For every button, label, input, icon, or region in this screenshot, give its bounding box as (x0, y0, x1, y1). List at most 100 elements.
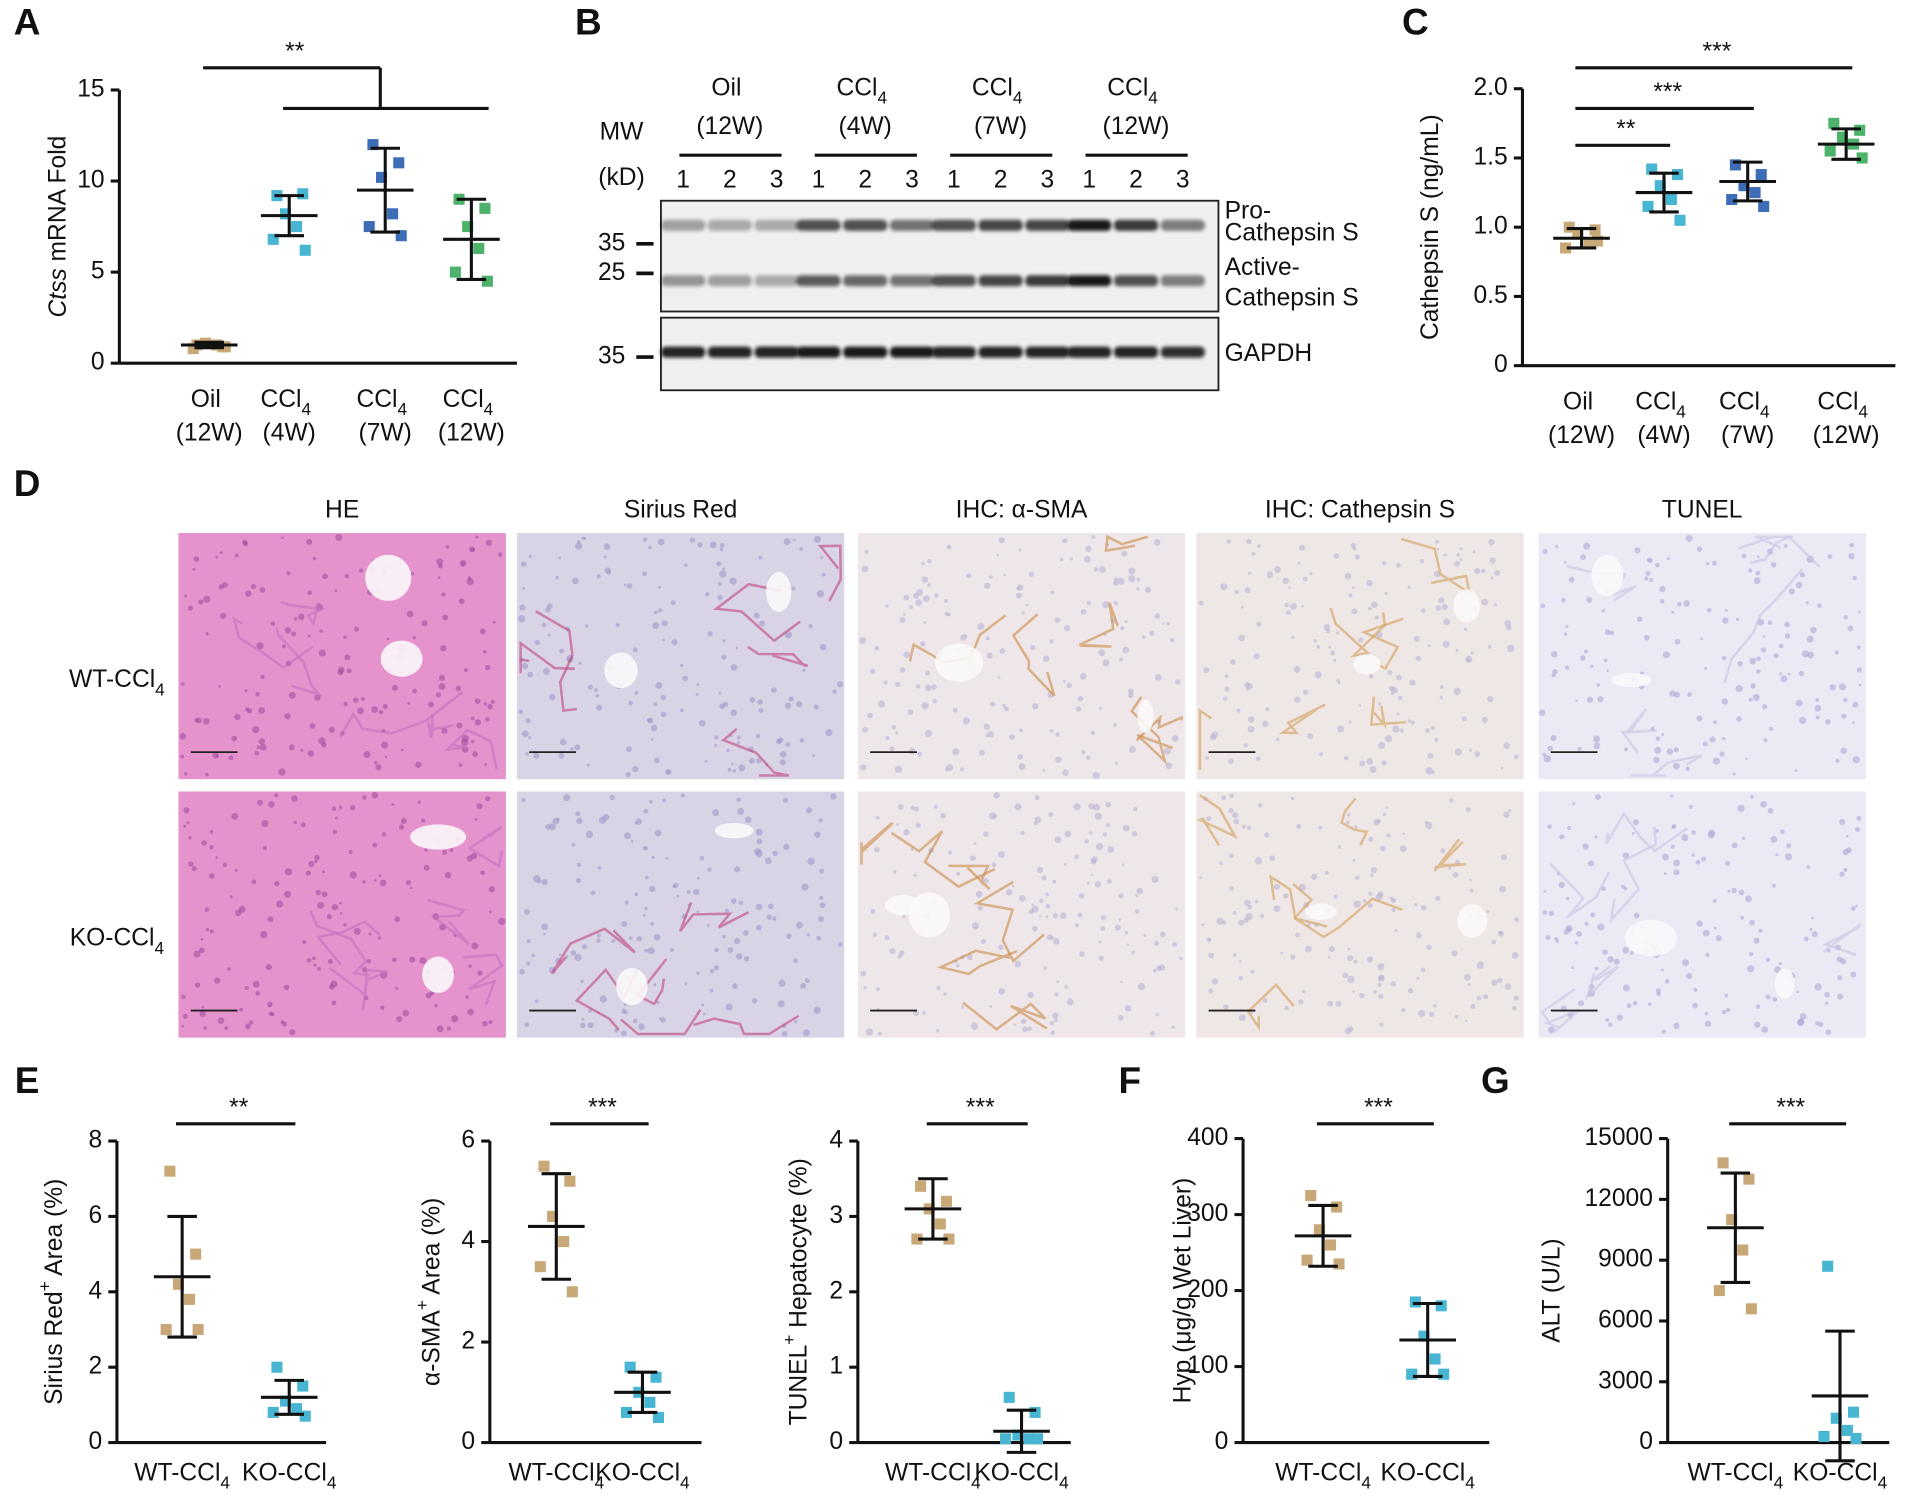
tissue-septum (890, 830, 996, 889)
cell-nucleus (626, 583, 633, 589)
cell-nucleus (1796, 990, 1799, 994)
cell-nucleus (1756, 555, 1760, 559)
cell-nucleus (284, 713, 291, 720)
cell-nucleus (436, 558, 444, 566)
cell-nucleus (1543, 890, 1546, 893)
cell-nucleus (1806, 635, 1814, 643)
cell-nucleus (449, 848, 454, 853)
cell-nucleus (1021, 611, 1025, 615)
cell-nucleus (1571, 966, 1575, 970)
cell-nucleus (1838, 683, 1847, 691)
cell-nucleus (321, 742, 327, 748)
cell-nucleus (378, 710, 384, 715)
cell-nucleus (895, 731, 899, 735)
cell-nucleus (1810, 626, 1817, 634)
text-line: (12W) (438, 419, 505, 446)
data-point (911, 1233, 923, 1245)
cell-nucleus (1032, 703, 1039, 710)
data-point (1000, 1433, 1012, 1445)
cell-nucleus (1079, 951, 1085, 957)
cell-nucleus (441, 849, 448, 855)
cell-nucleus (1840, 958, 1847, 965)
cell-nucleus (1659, 599, 1665, 604)
cell-nucleus (1669, 690, 1676, 697)
cell-nucleus (819, 895, 824, 900)
cell-nucleus (1481, 568, 1486, 574)
vessel (1611, 673, 1652, 688)
cell-nucleus (970, 855, 976, 862)
cell-nucleus (441, 592, 446, 597)
vessel (616, 967, 648, 1006)
subscript: 4 (680, 1472, 690, 1492)
cell-nucleus (1735, 684, 1743, 693)
cell-nucleus (1049, 1020, 1055, 1026)
cell-nucleus (756, 758, 762, 764)
cell-nucleus (757, 699, 763, 705)
cell-nucleus (484, 763, 488, 767)
cell-nucleus (488, 885, 496, 893)
cell-nucleus (644, 906, 648, 911)
cell-nucleus (884, 935, 890, 941)
cell-nucleus (1856, 667, 1862, 673)
cell-nucleus (1607, 956, 1614, 963)
cell-nucleus (1050, 590, 1055, 595)
cell-nucleus (1119, 657, 1123, 662)
cell-nucleus (1843, 615, 1848, 620)
cell-nucleus (1554, 937, 1559, 941)
cell-nucleus (1577, 1000, 1585, 1007)
cell-nucleus (758, 620, 765, 627)
cell-nucleus (434, 1003, 438, 1008)
cell-nucleus (1761, 704, 1768, 710)
cell-nucleus (1476, 995, 1482, 1001)
cell-nucleus (1390, 981, 1396, 987)
cell-nucleus (1352, 990, 1355, 993)
cell-nucleus (200, 938, 204, 941)
cell-nucleus (1133, 806, 1138, 812)
cell-nucleus (1172, 942, 1177, 947)
cell-nucleus (1098, 955, 1104, 961)
cell-nucleus (1682, 959, 1689, 967)
cell-nucleus (1795, 581, 1803, 589)
vessel (1137, 699, 1154, 733)
cell-nucleus (1702, 929, 1710, 937)
y-tick-label: 5 (91, 258, 105, 285)
tissue-septum (232, 616, 314, 670)
cell-nucleus (1128, 567, 1136, 575)
cell-nucleus (825, 729, 833, 737)
cell-nucleus (1425, 821, 1433, 830)
cell-nucleus (1439, 695, 1443, 700)
cell-nucleus (466, 578, 474, 586)
vessel (365, 554, 412, 601)
cell-nucleus (651, 855, 655, 860)
cell-nucleus (593, 688, 598, 693)
cell-nucleus (1459, 547, 1463, 551)
cell-nucleus (1799, 716, 1807, 724)
cell-nucleus (1368, 674, 1374, 679)
cell-nucleus (1328, 946, 1335, 952)
cell-nucleus (1328, 646, 1331, 649)
cell-nucleus (1454, 1014, 1459, 1019)
cell-nucleus (738, 764, 746, 772)
cell-nucleus (1487, 696, 1494, 703)
cell-nucleus (395, 986, 399, 990)
cell-nucleus (1091, 856, 1098, 864)
tissue-septum (328, 967, 389, 1011)
cell-nucleus (1118, 917, 1122, 921)
tissue-septum (1278, 703, 1326, 735)
vessel (884, 894, 922, 916)
y-tick-label: 15 (77, 75, 104, 102)
cell-nucleus (1582, 843, 1589, 850)
cell-nucleus (1223, 1004, 1229, 1010)
text-line: Oil (711, 74, 748, 101)
cell-nucleus (470, 739, 475, 744)
band (796, 275, 841, 287)
cell-nucleus (1735, 617, 1740, 621)
tissue-septum (747, 645, 808, 667)
cell-nucleus (1005, 888, 1013, 896)
cell-nucleus (1632, 1000, 1638, 1006)
data-point (1755, 169, 1767, 181)
band (1067, 275, 1112, 287)
cell-nucleus (770, 687, 777, 694)
cell-nucleus (381, 741, 389, 749)
cell-nucleus (1165, 762, 1173, 770)
